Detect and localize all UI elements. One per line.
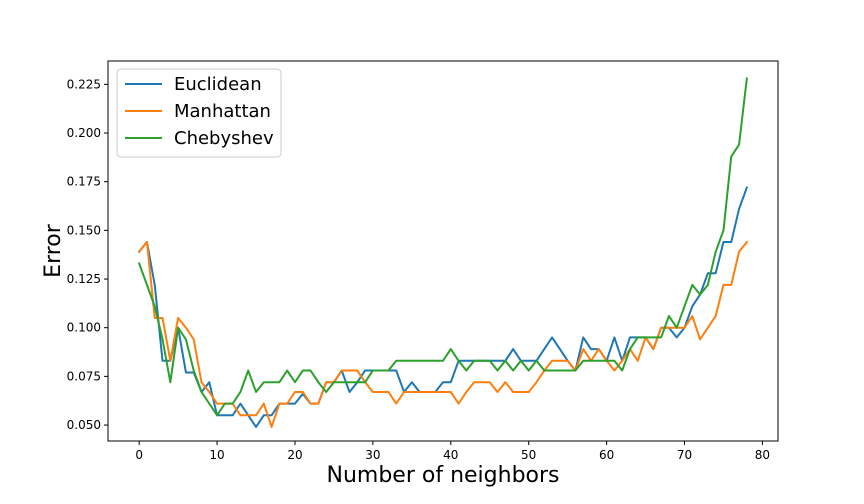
x-tick-label: 50: [521, 448, 536, 462]
plot-frame: [107, 60, 779, 442]
x-tick-label: 20: [287, 448, 302, 462]
x-tick-label: 80: [755, 448, 770, 462]
y-tick-label: 0.100: [67, 321, 101, 335]
y-axis: 0.050 0.075 0.100 0.125 0.150 0.175 0.200 0.225: [67, 77, 108, 432]
x-tick-label: 70: [677, 448, 692, 462]
x-tick-label: 60: [599, 448, 614, 462]
x-tick-label: 0: [135, 448, 143, 462]
legend-label-euclidean: Euclidean: [174, 74, 262, 95]
y-tick-label: 0.200: [67, 126, 101, 140]
x-tick-label: 10: [209, 448, 224, 462]
series-layer: [137, 77, 749, 428]
y-axis-label: Error: [41, 223, 66, 278]
y-tick-label: 0.150: [67, 223, 101, 237]
series-line-chebyshev: [137, 77, 748, 417]
y-tick-label: 0.050: [67, 418, 101, 432]
legend: Euclidean Manhattan Chebyshev: [116, 68, 282, 158]
x-axis: 0 10 20 30 40 50 60 70 80: [135, 441, 770, 462]
y-tick-label: 0.125: [67, 272, 101, 286]
legend-label-chebyshev: Chebyshev: [174, 128, 274, 149]
y-tick-label: 0.225: [67, 77, 101, 91]
x-tick-label: 40: [443, 448, 458, 462]
legend-box: [116, 68, 282, 158]
x-tick-label: 30: [365, 448, 380, 462]
y-tick-label: 0.075: [67, 369, 101, 383]
legend-label-manhattan: Manhattan: [174, 101, 271, 122]
x-axis-label: Number of neighbors: [327, 463, 560, 488]
y-tick-label: 0.175: [67, 175, 101, 189]
